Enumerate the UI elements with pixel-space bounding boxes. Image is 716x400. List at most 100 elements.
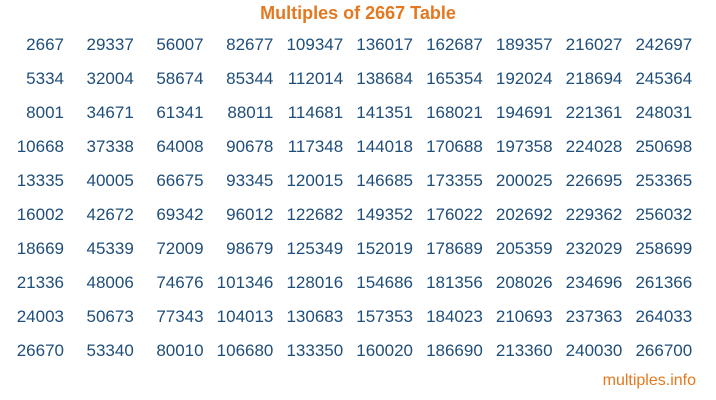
table-cell: 250698 <box>635 137 693 156</box>
table-cell: 234696 <box>565 273 623 292</box>
table-cell: 258699 <box>635 239 693 258</box>
table-cell: 32004 <box>86 69 134 88</box>
table-cell: 237363 <box>565 307 623 326</box>
table-cell: 112014 <box>287 69 344 88</box>
table-cell: 138684 <box>356 69 413 88</box>
table-cell: 117348 <box>287 137 344 156</box>
table-cell: 197358 <box>495 137 553 156</box>
table-cell: 74676 <box>156 273 204 292</box>
table-cell: 165354 <box>426 69 483 88</box>
table-cell: 18669 <box>16 239 64 258</box>
table-cell: 256032 <box>635 205 693 224</box>
table-cell: 261366 <box>635 273 693 292</box>
table-cell: 264033 <box>635 307 693 326</box>
table-cell: 218694 <box>565 69 623 88</box>
table-cell: 157353 <box>356 307 413 326</box>
table-cell: 160020 <box>356 341 413 360</box>
table-cell: 144018 <box>356 137 413 156</box>
table-cell: 205359 <box>495 239 553 258</box>
table-cell: 53340 <box>86 341 134 360</box>
table-cell: 8001 <box>26 103 64 122</box>
table-cell: 200025 <box>495 171 553 190</box>
table-cell: 93345 <box>226 171 274 190</box>
table-cell: 5334 <box>26 69 64 88</box>
table-cell: 122682 <box>286 205 344 224</box>
table-cell: 229362 <box>565 205 623 224</box>
table-cell: 181356 <box>426 273 483 292</box>
table-cell: 106680 <box>216 341 274 360</box>
table-cell: 64008 <box>156 137 204 156</box>
table-cell: 88011 <box>227 103 274 122</box>
table-cell: 56007 <box>156 35 204 54</box>
page-title: Multiples of 2667 Table <box>260 3 456 23</box>
table-cell: 152019 <box>356 239 413 258</box>
table-cell: 226695 <box>565 171 623 190</box>
table-cell: 125349 <box>286 239 344 258</box>
table-cell: 66675 <box>156 171 204 190</box>
table-cell: 136017 <box>356 35 413 54</box>
table-cell: 72009 <box>156 239 204 258</box>
table-cell: 58674 <box>156 69 204 88</box>
table-cell: 130683 <box>286 307 344 326</box>
table-cell: 21336 <box>16 273 64 292</box>
table-cell: 232029 <box>565 239 623 258</box>
table-cell: 192024 <box>495 69 553 88</box>
table-cell: 128016 <box>286 273 344 292</box>
table-cell: 168021 <box>426 103 483 122</box>
table-cell: 141351 <box>356 103 413 122</box>
table-cell: 2667 <box>26 35 64 54</box>
table-cell: 242697 <box>635 35 693 54</box>
table-cell: 253365 <box>635 171 693 190</box>
table-cell: 96012 <box>226 205 274 224</box>
table-cell: 186690 <box>426 341 483 360</box>
table-cell: 26670 <box>16 341 64 360</box>
table-cell: 104013 <box>216 307 274 326</box>
table-cell: 77343 <box>156 307 204 326</box>
table-cell: 194691 <box>495 103 553 122</box>
table-cell: 149352 <box>356 205 413 224</box>
table-cell: 40005 <box>86 171 134 190</box>
table-cell: 189357 <box>495 35 553 54</box>
table-cell: 176022 <box>426 205 483 224</box>
table-cell: 213360 <box>495 341 553 360</box>
table-cell: 178689 <box>426 239 483 258</box>
table-cell: 69342 <box>156 205 204 224</box>
table-cell: 16002 <box>16 205 64 224</box>
table-cell: 154686 <box>356 273 413 292</box>
table-cell: 109347 <box>286 35 344 54</box>
table-cell: 221361 <box>565 103 623 122</box>
site-link[interactable]: multiples.info <box>602 372 696 389</box>
table-cell: 266700 <box>635 341 693 360</box>
table-cell: 173355 <box>426 171 483 190</box>
table-cell: 50673 <box>86 307 134 326</box>
table-cell: 61341 <box>156 103 204 122</box>
table-cell: 29337 <box>86 35 134 54</box>
table-cell: 34671 <box>86 103 134 122</box>
table-cell: 208026 <box>495 273 553 292</box>
table-cell: 42672 <box>86 205 134 224</box>
table-cell: 45339 <box>86 239 134 258</box>
table-cell: 114681 <box>287 103 344 122</box>
table-cell: 10668 <box>16 137 64 156</box>
table-cell: 120015 <box>286 171 344 190</box>
table-cell: 202692 <box>495 205 553 224</box>
table-cell: 162687 <box>426 35 483 54</box>
table-cell: 101346 <box>216 273 274 292</box>
table-cell: 90678 <box>226 137 274 156</box>
table-cell: 13335 <box>16 171 64 190</box>
table-cell: 216027 <box>565 35 623 54</box>
table-cell: 24003 <box>16 307 64 326</box>
table-cell: 248031 <box>635 103 693 122</box>
table-cell: 240030 <box>565 341 623 360</box>
table-cell: 133350 <box>286 341 344 360</box>
table-cell: 170688 <box>426 137 483 156</box>
table-cell: 82677 <box>226 35 274 54</box>
table-cell: 37338 <box>86 137 134 156</box>
table-cell: 85344 <box>226 69 274 88</box>
table-cell: 80010 <box>156 341 204 360</box>
table-cell: 184023 <box>426 307 483 326</box>
table-cell: 48006 <box>86 273 134 292</box>
table-cell: 98679 <box>226 239 274 258</box>
table-cell: 224028 <box>565 137 623 156</box>
table-cell: 146685 <box>356 171 413 190</box>
